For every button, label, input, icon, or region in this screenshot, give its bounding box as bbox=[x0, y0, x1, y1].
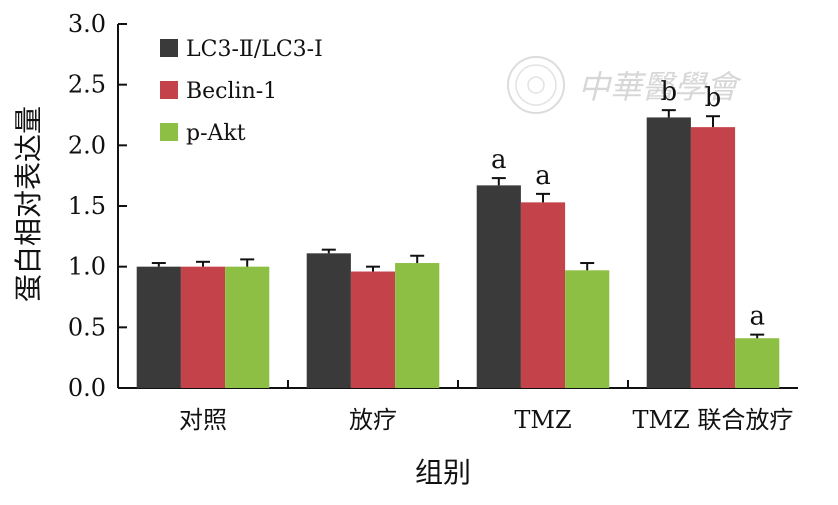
bar bbox=[565, 270, 610, 388]
y-tick-label: 0.0 bbox=[68, 374, 106, 402]
legend-label: p-Akt bbox=[186, 121, 246, 146]
x-axis-title: 组别 bbox=[415, 456, 471, 489]
watermark-text: 中華醫學會 bbox=[578, 68, 742, 106]
watermark-seal-icon bbox=[507, 56, 565, 114]
y-tick-label: 2.0 bbox=[68, 131, 106, 159]
significance-label: b bbox=[660, 77, 677, 107]
y-axis-title: 蛋白相对表达量 bbox=[12, 106, 45, 302]
bar bbox=[395, 263, 440, 388]
significance-label: b bbox=[705, 83, 722, 113]
y-tick-label: 1.0 bbox=[68, 253, 106, 281]
x-category-label: 放疗 bbox=[349, 406, 397, 434]
legend-swatch bbox=[160, 123, 178, 141]
y-tick-label: 3.0 bbox=[68, 10, 106, 38]
legend-swatch bbox=[160, 39, 178, 57]
bar bbox=[225, 266, 270, 388]
bar bbox=[735, 338, 780, 388]
significance-label: a bbox=[535, 161, 551, 191]
watermark: 中華醫學會 bbox=[507, 56, 742, 114]
bar bbox=[476, 185, 521, 388]
x-category-label: TMZ 联合放疗 bbox=[633, 406, 794, 434]
significance-labels: aab ba bbox=[491, 77, 765, 331]
legend-label: Beclin-1 bbox=[186, 79, 277, 104]
y-tick-label: 0.5 bbox=[68, 313, 106, 341]
significance-label: a bbox=[749, 302, 765, 332]
legend: LC3-Ⅱ/LC3-Ⅰ Beclin-1 p-Akt bbox=[160, 37, 323, 146]
bar bbox=[350, 271, 396, 388]
significance-label: a bbox=[491, 145, 507, 175]
bar bbox=[180, 266, 226, 388]
bar bbox=[646, 117, 691, 388]
x-category-label: 对照 bbox=[179, 406, 227, 434]
legend-label: LC3-Ⅱ/LC3-Ⅰ bbox=[186, 37, 323, 62]
bar bbox=[306, 253, 351, 388]
axes: 0.0 0.5 1.0 1.5 2.0 2.5 3.0 对照 放疗 TMZ TMZ 联合放疗 bbox=[68, 10, 798, 434]
bars bbox=[136, 109, 780, 388]
bar bbox=[690, 127, 736, 388]
legend-swatch bbox=[160, 81, 178, 99]
bar bbox=[520, 202, 566, 388]
y-tick-label: 1.5 bbox=[68, 192, 106, 220]
y-tick-label: 2.5 bbox=[68, 71, 106, 99]
x-category-label: TMZ bbox=[514, 406, 571, 434]
bar bbox=[136, 266, 181, 388]
